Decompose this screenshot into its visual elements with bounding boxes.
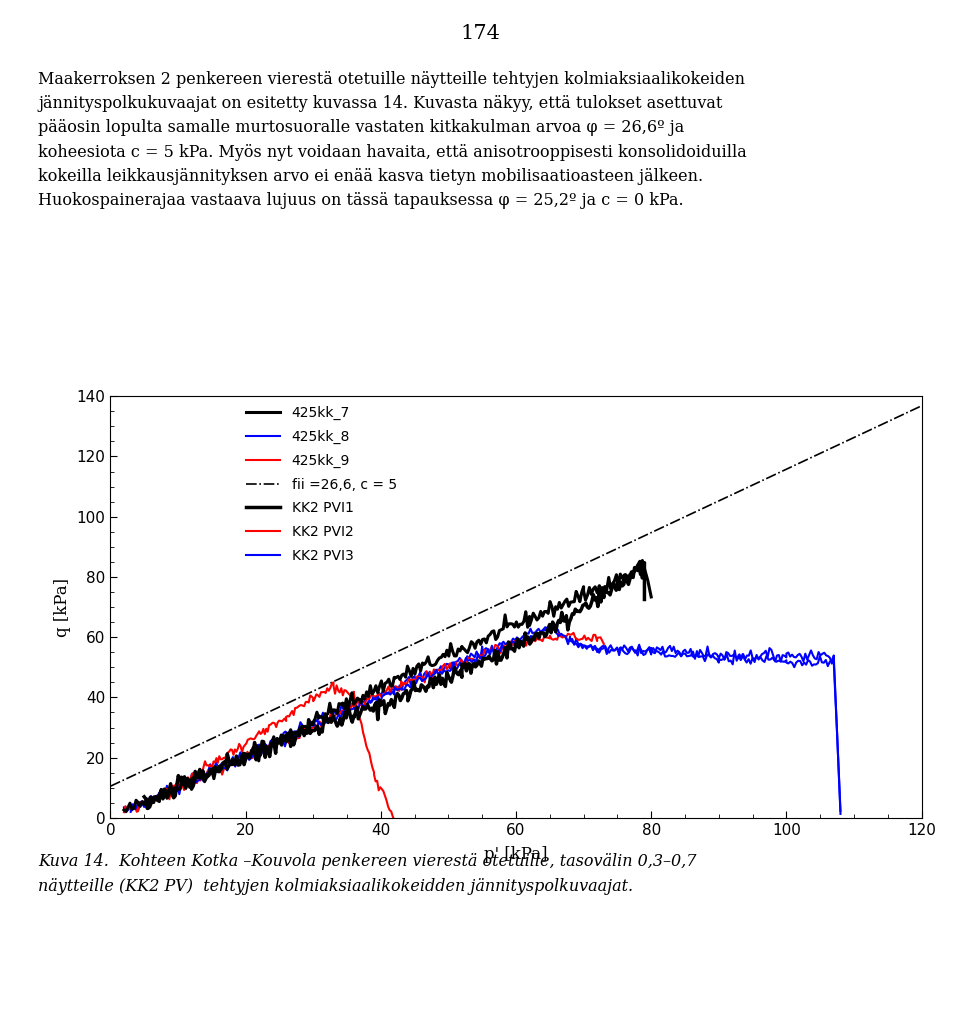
X-axis label: p' [kPa]: p' [kPa] [484, 846, 548, 863]
Legend: 425kk_7, 425kk_8, 425kk_9, fii =26,6, c = 5, KK2 PVI1, KK2 PVI2, KK2 PVI3: 425kk_7, 425kk_8, 425kk_9, fii =26,6, c … [240, 400, 402, 568]
Text: Maakerroksen 2 penkereen vierestä otetuille näytteille tehtyjen kolmiaksiaalikok: Maakerroksen 2 penkereen vierestä otetui… [38, 71, 747, 209]
Y-axis label: q [kPa]: q [kPa] [54, 577, 71, 637]
Text: Kuva 14.  Kohteen Kotka –Kouvola penkereen vierestä otetuille, tasovälin 0,3–0,7: Kuva 14. Kohteen Kotka –Kouvola penkeree… [38, 853, 697, 895]
Text: 174: 174 [460, 24, 500, 43]
